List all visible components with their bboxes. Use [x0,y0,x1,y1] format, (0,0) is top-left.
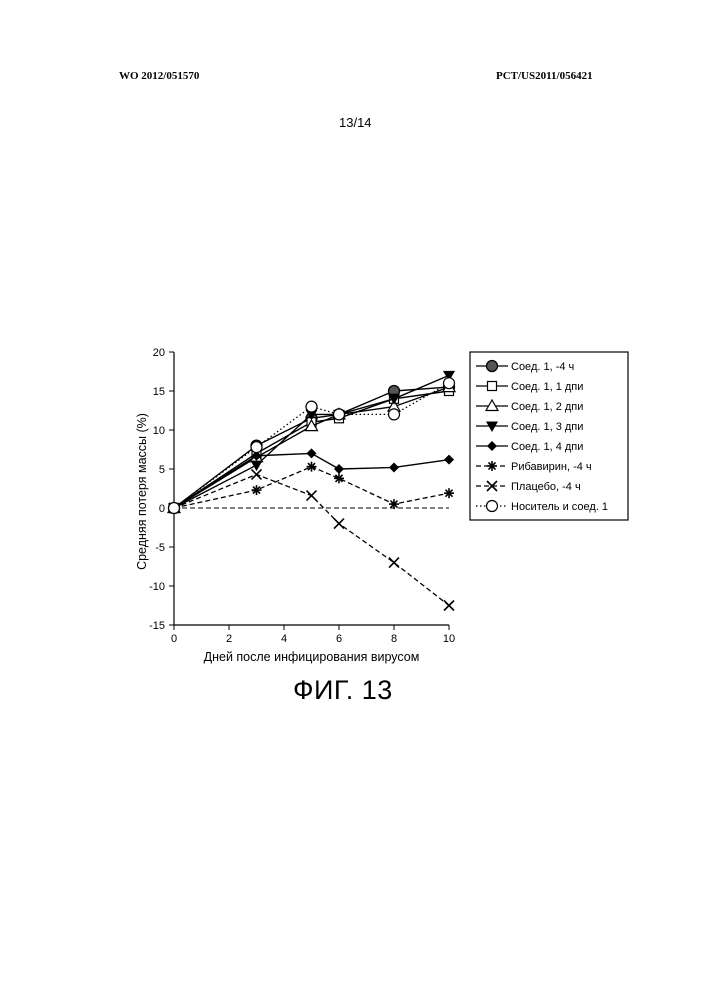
x-tick-label: 2 [226,633,232,645]
series-5 [169,448,454,513]
x-tick-label: 8 [391,633,397,645]
data-point [334,464,344,474]
data-point [334,473,344,483]
y-tick-label: 5 [159,464,165,476]
y-tick-label: -10 [149,581,165,593]
data-point [169,503,180,514]
data-point [389,462,399,472]
series-line [174,474,449,605]
legend-label: Соед. 1, 2 дпи [511,401,583,413]
x-tick-label: 4 [281,633,287,645]
chart-legend: Соед. 1, -4 ч Соед. 1, 1 дпи Соед. 1, 2 дп… [470,352,628,520]
data-point [389,558,399,568]
legend-entry: Соед. 1, -4 ч [476,361,574,374]
legend-label: Соед. 1, 3 дпи [511,421,583,433]
x-tick-label: 10 [443,633,455,645]
data-point [487,501,498,512]
figure-label: ФИГ. 13 [293,675,393,706]
legend-label: Носитель и соед. 1 [511,501,608,513]
data-point [389,499,399,509]
y-axis-label: Средняя потеря массы (%) [135,413,149,570]
series-6 [169,462,454,513]
legend-box [470,352,628,520]
legend-label: Соед. 1, -4 ч [511,361,574,373]
x-tick-label: 0 [171,633,177,645]
data-point [444,378,455,389]
data-point [487,361,498,372]
data-point [389,409,400,420]
data-point [307,462,317,472]
legend-label: Рибавирин, -4 ч [511,461,592,473]
data-point [306,401,317,412]
y-tick-label: 10 [153,425,165,437]
data-point [488,382,497,391]
y-tick-label: -5 [155,542,165,554]
data-point [444,455,454,465]
y-tick-label: 0 [159,503,165,515]
data-point [334,519,344,529]
legend-label: Плацебо, -4 ч [511,481,581,493]
data-point [444,601,454,611]
y-tick-label: 15 [153,386,165,398]
x-tick-label: 6 [336,633,342,645]
data-point [334,409,345,420]
legend-label: Соед. 1, 4 дпи [511,441,583,453]
data-point [307,448,317,458]
data-point [307,491,317,501]
legend-entry: Соед. 1, 3 дпи [476,421,583,433]
series-line [174,375,449,508]
legend-entry: Соед. 1, 2 дпи [476,400,583,413]
y-tick-label: -15 [149,620,165,632]
y-tick-label: 20 [153,347,165,359]
plot-area [168,371,455,611]
data-point [444,488,454,498]
series-7 [169,469,454,610]
data-point [252,485,262,495]
data-point [487,461,497,471]
x-axis-label: Дней после инфицирования вирусом [204,650,420,664]
legend-label: Соед. 1, 1 дпи [511,381,583,393]
data-point [251,442,262,453]
